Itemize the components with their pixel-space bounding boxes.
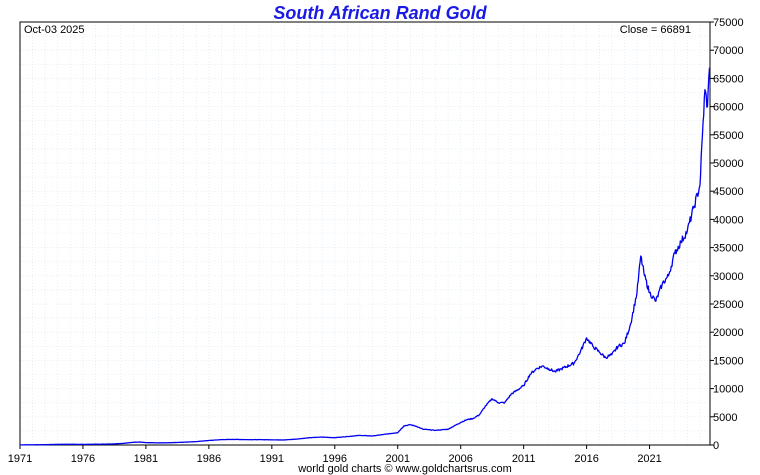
- y-tick-label: 15000: [713, 355, 744, 367]
- y-tick-label: 30000: [713, 271, 744, 283]
- x-axis: 1971 1976 1981 1986 1991 1996 2001 2006 2011 2016…: [8, 445, 662, 465]
- x-tick-label: 1981: [134, 453, 158, 465]
- y-tick-label: 0: [713, 440, 719, 452]
- y-tick-label: 35000: [713, 243, 744, 255]
- x-tick-label: 2016: [574, 453, 598, 465]
- y-tick-label: 65000: [713, 73, 744, 85]
- x-tick-label: 1986: [197, 453, 221, 465]
- y-tick-label: 50000: [713, 158, 744, 170]
- date-label: Oct-03 2025: [24, 24, 85, 36]
- x-tick-label: 2011: [512, 453, 536, 465]
- y-tick-label: 55000: [713, 130, 744, 142]
- y-axis: 0 5000 10000 15000 20000 25000 30000 35000 40000…: [710, 17, 744, 452]
- x-tick-label: 2006: [448, 453, 472, 465]
- x-tick-label: 1971: [8, 453, 32, 465]
- y-tick-label: 60000: [713, 102, 744, 114]
- x-tick-label: 1991: [260, 453, 284, 465]
- source-credit: world gold charts © www.goldchartsrus.co…: [297, 463, 512, 475]
- y-tick-label: 40000: [713, 214, 744, 226]
- y-tick-label: 75000: [713, 17, 744, 29]
- chart-title: South African Rand Gold: [273, 3, 487, 23]
- series-line: [20, 67, 711, 446]
- plot-area: [19, 21, 711, 446]
- y-tick-label: 70000: [713, 45, 744, 57]
- y-tick-label: 10000: [713, 384, 744, 396]
- x-tick-label: 1976: [71, 453, 95, 465]
- x-tick-label: 2021: [637, 453, 661, 465]
- x-tick-label: 2001: [385, 453, 409, 465]
- y-tick-label: 20000: [713, 327, 744, 339]
- chart-grid: [19, 21, 710, 446]
- close-label: Close = 66891: [620, 24, 691, 36]
- y-tick-label: 5000: [713, 412, 737, 424]
- y-tick-label: 45000: [713, 186, 744, 198]
- y-tick-label: 25000: [713, 299, 744, 311]
- x-tick-label: 1996: [323, 453, 347, 465]
